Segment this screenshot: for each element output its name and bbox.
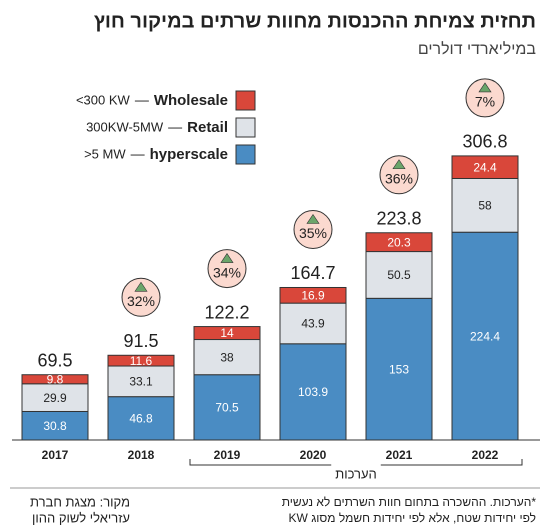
growth-label: 7% bbox=[475, 94, 495, 110]
legend-name: hyperscale bbox=[150, 146, 228, 163]
total-label: 122.2 bbox=[204, 302, 249, 322]
bar-segment bbox=[193, 339, 261, 376]
bar-segment bbox=[107, 396, 175, 441]
growth-badge bbox=[293, 209, 333, 249]
growth-arrow bbox=[478, 82, 492, 93]
segment-label: 30.8 bbox=[43, 419, 67, 433]
legend-range: <300 KW bbox=[76, 92, 131, 107]
footnote: *הערכות. ההשכרה בתחום חוות השרתים לא נעש… bbox=[282, 495, 537, 509]
growth-arrow bbox=[134, 281, 148, 292]
bar-segment bbox=[451, 231, 519, 441]
chart-subtitle: במיליארדי דולרים bbox=[418, 40, 537, 58]
total-label: 69.5 bbox=[37, 350, 72, 370]
legend-swatch bbox=[235, 117, 256, 138]
growth-badge bbox=[465, 78, 505, 118]
footnote: לפי יחידות שטח, אלא לפי יחידות חשמל מסוג… bbox=[289, 511, 536, 525]
bar-segment bbox=[107, 354, 175, 367]
bar-segment bbox=[451, 155, 519, 179]
bar-segment bbox=[365, 297, 433, 441]
total-label: 164.7 bbox=[290, 263, 335, 283]
growth-arrow bbox=[220, 253, 234, 263]
bar-segment bbox=[279, 302, 347, 345]
x-tick-label: 2018 bbox=[128, 448, 155, 462]
source: עזריאלי לשוק ההון bbox=[32, 510, 130, 525]
legend-separator: — bbox=[168, 119, 182, 135]
chart-title: תחזית צמיחת ההכנסות מחוות שרתים במיקור ח… bbox=[94, 10, 536, 32]
legend-name: Wholesale bbox=[154, 92, 228, 109]
segment-label: 58 bbox=[478, 199, 492, 213]
growth-badge bbox=[207, 249, 247, 289]
legend-name: Retail bbox=[187, 119, 228, 136]
legend-range: >5 MW bbox=[84, 146, 126, 161]
segment-label: 224.4 bbox=[470, 329, 500, 343]
segment-label: 24.4 bbox=[473, 160, 497, 174]
legend-swatch bbox=[235, 90, 256, 111]
bar-segment bbox=[21, 374, 89, 385]
growth-arrow bbox=[392, 159, 406, 170]
growth-label: 36% bbox=[385, 170, 413, 186]
segment-label: 14 bbox=[220, 326, 234, 340]
x-tick-label: 2022 bbox=[472, 448, 499, 462]
segment-label: 153 bbox=[389, 362, 409, 376]
total-label: 306.8 bbox=[462, 132, 507, 152]
growth-arrow bbox=[306, 213, 320, 224]
growth-label: 35% bbox=[299, 225, 327, 241]
segment-label: 103.9 bbox=[298, 385, 328, 399]
total-label: 223.8 bbox=[376, 209, 421, 229]
legend-separator: — bbox=[131, 146, 145, 162]
growth-badge bbox=[379, 155, 419, 195]
bar-segment bbox=[21, 383, 89, 412]
segment-label: 50.5 bbox=[387, 268, 411, 282]
segment-label: 46.8 bbox=[129, 412, 153, 426]
segment-label: 70.5 bbox=[215, 401, 239, 415]
x-tick-label: 2021 bbox=[386, 448, 413, 462]
segment-label: 16.9 bbox=[301, 288, 325, 302]
legend-range: 300KW-5MW bbox=[86, 119, 164, 134]
segment-label: 43.9 bbox=[301, 317, 325, 331]
growth-badge bbox=[121, 277, 161, 317]
bar-segment bbox=[279, 286, 347, 304]
growth-label: 34% bbox=[213, 264, 241, 280]
estimate-label: הערכות bbox=[335, 466, 377, 481]
legend-separator: — bbox=[135, 92, 149, 108]
bar-segment bbox=[451, 177, 519, 233]
x-tick-label: 2017 bbox=[42, 448, 69, 462]
bar-segment bbox=[107, 365, 175, 398]
x-tick-label: 2019 bbox=[214, 448, 241, 462]
bar-segment bbox=[279, 343, 347, 441]
estimate-label-bg bbox=[331, 464, 381, 467]
total-label: 91.5 bbox=[123, 331, 158, 351]
segment-label: 11.6 bbox=[130, 354, 153, 368]
bar-segment bbox=[193, 326, 261, 341]
legend-swatch bbox=[235, 144, 256, 165]
source: מקור: מצגת חברת bbox=[30, 494, 130, 509]
segment-label: 9.8 bbox=[47, 372, 64, 386]
segment-label: 33.1 bbox=[129, 375, 153, 389]
x-tick-label: 2020 bbox=[300, 448, 327, 462]
segment-label: 29.9 bbox=[43, 391, 67, 405]
segment-label: 38 bbox=[220, 350, 234, 364]
growth-label: 32% bbox=[127, 293, 155, 309]
bar-segment bbox=[365, 232, 433, 253]
segment-label: 20.3 bbox=[387, 235, 411, 249]
